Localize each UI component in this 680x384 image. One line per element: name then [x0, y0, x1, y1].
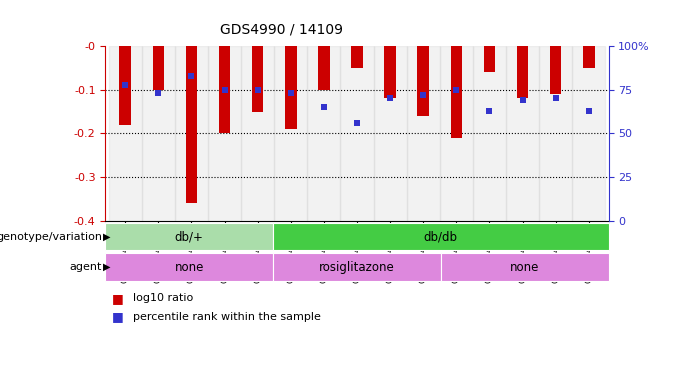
Bar [451, 46, 462, 138]
Bar [483, 46, 495, 72]
Bar [285, 46, 296, 129]
Text: ■: ■ [112, 292, 124, 305]
Bar [341, 46, 373, 221]
Text: none: none [510, 261, 539, 274]
Text: percentile rank within the sample: percentile rank within the sample [133, 312, 320, 322]
Bar [241, 46, 274, 221]
Bar [186, 46, 197, 204]
Bar [440, 46, 473, 221]
Bar [384, 46, 396, 98]
Bar [506, 46, 539, 221]
Bar [583, 46, 594, 68]
Bar [550, 46, 562, 94]
Bar [572, 46, 605, 221]
Text: agent: agent [69, 262, 102, 272]
Text: rosiglitazone: rosiglitazone [319, 261, 395, 274]
Bar [252, 46, 263, 112]
Bar [273, 253, 441, 281]
Bar [105, 253, 273, 281]
Text: log10 ratio: log10 ratio [133, 293, 193, 303]
Bar [273, 223, 609, 250]
Bar [105, 223, 273, 250]
Bar [517, 46, 528, 98]
Text: ■: ■ [112, 310, 124, 323]
Text: none: none [175, 261, 204, 274]
Bar [152, 46, 164, 90]
Bar [142, 46, 175, 221]
Bar [274, 46, 307, 221]
Text: db/+: db/+ [175, 230, 204, 243]
Bar [373, 46, 407, 221]
Bar [120, 46, 131, 125]
Text: GDS4990 / 14109: GDS4990 / 14109 [220, 23, 343, 36]
Text: db/db: db/db [424, 230, 458, 243]
Bar [418, 46, 429, 116]
Bar [109, 46, 142, 221]
Bar [539, 46, 572, 221]
Text: genotype/variation: genotype/variation [0, 232, 102, 242]
Bar [441, 253, 609, 281]
Bar [407, 46, 440, 221]
Bar [219, 46, 231, 134]
Bar [351, 46, 363, 68]
Bar [473, 46, 506, 221]
Bar [318, 46, 330, 90]
Bar [307, 46, 341, 221]
Bar [208, 46, 241, 221]
Text: ▶: ▶ [103, 232, 111, 242]
Text: ▶: ▶ [103, 262, 111, 272]
Bar [175, 46, 208, 221]
